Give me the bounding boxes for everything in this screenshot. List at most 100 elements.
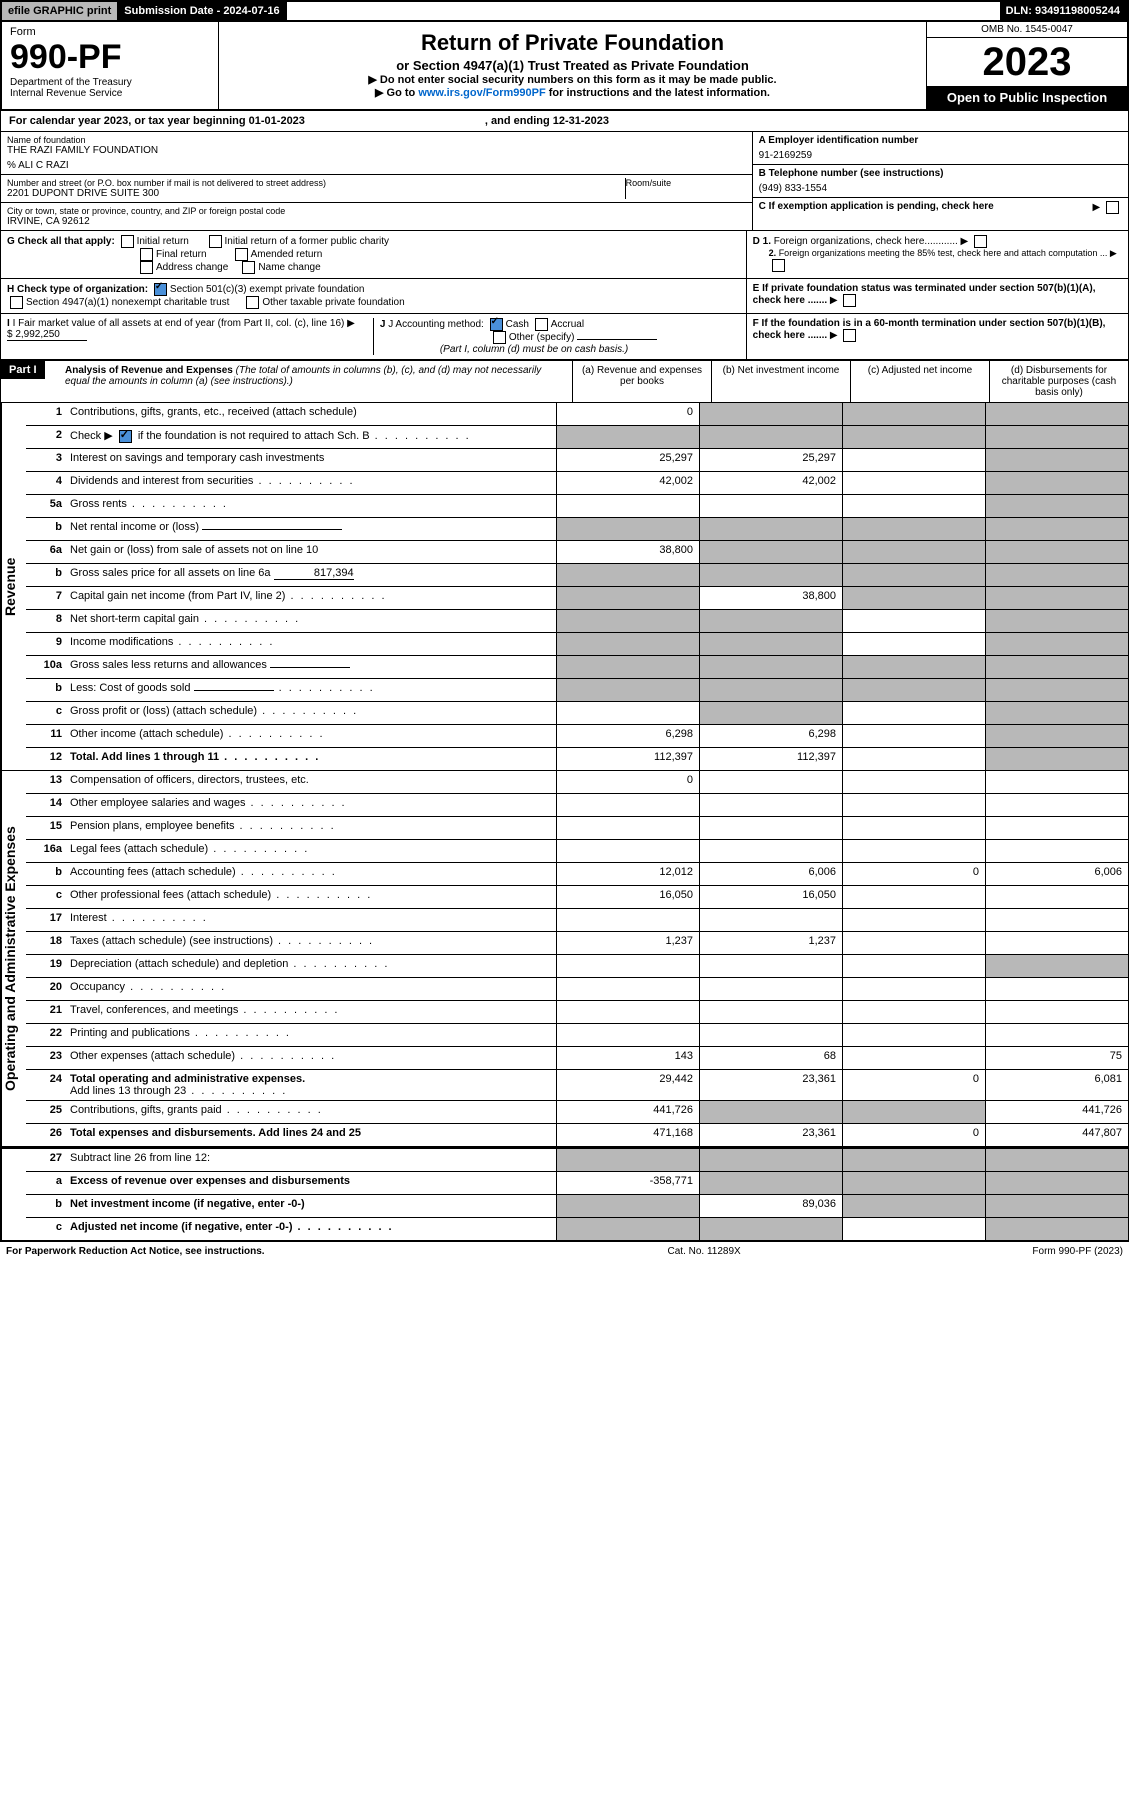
- line-20: Occupancy: [66, 978, 556, 1000]
- name-change-chk[interactable]: [242, 261, 255, 274]
- line-5b: Net rental income or (loss): [66, 518, 556, 540]
- j-accrual-chk[interactable]: [535, 318, 548, 331]
- line-16b: Accounting fees (attach schedule): [66, 863, 556, 885]
- line-10a: Gross sales less returns and allowances: [66, 656, 556, 678]
- d2-chk[interactable]: [772, 259, 785, 272]
- irs: Internal Revenue Service: [10, 88, 210, 99]
- line-25: Contributions, gifts, grants paid: [66, 1101, 556, 1123]
- section-g: G Check all that apply: Initial return I…: [0, 231, 1129, 279]
- line-9: Income modifications: [66, 633, 556, 655]
- footer-right: Form 990-PF (2023): [844, 1246, 1123, 1257]
- initial-former-chk[interactable]: [209, 235, 222, 248]
- form-number: 990-PF: [10, 38, 210, 77]
- expenses-label: Operating and Administrative Expenses: [1, 771, 26, 1146]
- part1-title: Analysis of Revenue and Expenses: [65, 365, 233, 376]
- form-title: Return of Private Foundation: [225, 30, 920, 56]
- d1: D 1. D 1. Foreign organizations, check h…: [753, 235, 1122, 248]
- f-chk[interactable]: [843, 329, 856, 342]
- expenses-section: Operating and Administrative Expenses 13…: [0, 771, 1129, 1147]
- col-a-head: (a) Revenue and expenses per books: [572, 361, 711, 402]
- h-501c3-chk[interactable]: [154, 283, 167, 296]
- line-10c: Gross profit or (loss) (attach schedule): [66, 702, 556, 724]
- j-note: (Part I, column (d) must be on cash basi…: [440, 344, 628, 355]
- line-19: Depreciation (attach schedule) and deple…: [66, 955, 556, 977]
- line-1: Contributions, gifts, grants, etc., rece…: [66, 403, 556, 425]
- foundation-name: THE RAZI FAMILY FOUNDATION: [7, 145, 746, 156]
- line-4: Dividends and interest from securities: [66, 472, 556, 494]
- line-6a: Net gain or (loss) from sale of assets n…: [66, 541, 556, 563]
- line-24: Total operating and administrative expen…: [66, 1070, 556, 1100]
- line-22: Printing and publications: [66, 1024, 556, 1046]
- line-6b: Gross sales price for all assets on line…: [66, 564, 556, 586]
- name-label: Name of foundation: [7, 135, 746, 145]
- g-label: G Check all that apply:: [7, 236, 115, 247]
- dept: Department of the Treasury: [10, 77, 210, 88]
- line-13: Compensation of officers, directors, tru…: [66, 771, 556, 793]
- line-27a: Excess of revenue over expenses and disb…: [66, 1172, 556, 1194]
- h-other-chk[interactable]: [246, 296, 259, 309]
- i-label: I Fair market value of all assets at end…: [13, 318, 345, 329]
- e-chk[interactable]: [843, 294, 856, 307]
- e-label: E If private foundation status was termi…: [753, 283, 1122, 307]
- line-12: Total. Add lines 1 through 11: [66, 748, 556, 770]
- c-label: C If exemption application is pending, c…: [759, 201, 994, 212]
- line-16c: Other professional fees (attach schedule…: [66, 886, 556, 908]
- omb-number: OMB No. 1545-0047: [927, 22, 1127, 38]
- line-5a: Gross rents: [66, 495, 556, 517]
- note-link: ▶ Go to www.irs.gov/Form990PF for instru…: [225, 86, 920, 99]
- line-18: Taxes (attach schedule) (see instruction…: [66, 932, 556, 954]
- city-state-zip: IRVINE, CA 92612: [7, 216, 746, 227]
- efile-button[interactable]: efile GRAPHIC print: [2, 2, 118, 20]
- line-11: Other income (attach schedule): [66, 725, 556, 747]
- j-cash-chk[interactable]: [490, 318, 503, 331]
- footer-left: For Paperwork Reduction Act Notice, see …: [6, 1246, 565, 1257]
- top-bar: efile GRAPHIC print Submission Date - 20…: [0, 0, 1129, 22]
- final-return-chk[interactable]: [140, 248, 153, 261]
- bottom-section: 27Subtract line 26 from line 12: aExcess…: [0, 1147, 1129, 1241]
- entity-info: Name of foundation THE RAZI FAMILY FOUND…: [0, 132, 1129, 231]
- ein: 91-2169259: [759, 146, 1122, 161]
- revenue-section: Revenue 1Contributions, gifts, grants, e…: [0, 403, 1129, 771]
- addr-change-chk[interactable]: [140, 261, 153, 274]
- revenue-label: Revenue: [1, 403, 26, 770]
- line-7: Capital gain net income (from Part IV, l…: [66, 587, 556, 609]
- irs-link[interactable]: www.irs.gov/Form990PF: [418, 87, 545, 99]
- section-h: H Check type of organization: Section 50…: [0, 279, 1129, 314]
- city-label: City or town, state or province, country…: [7, 206, 746, 216]
- note-ssn: ▶ Do not enter social security numbers o…: [225, 73, 920, 86]
- form-header: Form 990-PF Department of the Treasury I…: [0, 22, 1129, 111]
- line-27b: Net investment income (if negative, ente…: [66, 1195, 556, 1217]
- part1-header: Part I Analysis of Revenue and Expenses …: [0, 360, 1129, 403]
- open-public: Open to Public Inspection: [927, 86, 1127, 109]
- addr-label: Number and street (or P.O. box number if…: [7, 178, 625, 188]
- line-2: Check ▶ if the foundation is not require…: [66, 426, 556, 448]
- footer-center: Cat. No. 11289X: [565, 1246, 844, 1257]
- page-footer: For Paperwork Reduction Act Notice, see …: [0, 1241, 1129, 1261]
- amended-chk[interactable]: [235, 248, 248, 261]
- h-4947-chk[interactable]: [10, 296, 23, 309]
- tax-year: 2023: [927, 38, 1127, 86]
- line-17: Interest: [66, 909, 556, 931]
- form-subtitle: or Section 4947(a)(1) Trust Treated as P…: [225, 58, 920, 73]
- dln: DLN: 93491198005244: [1000, 2, 1127, 20]
- room-label: Room/suite: [626, 178, 746, 188]
- line-26: Total expenses and disbursements. Add li…: [66, 1124, 556, 1146]
- schb-chk[interactable]: [119, 430, 132, 443]
- col-d-head: (d) Disbursements for charitable purpose…: [989, 361, 1128, 402]
- col-b-head: (b) Net investment income: [711, 361, 850, 402]
- d2: 2. Foreign organizations meeting the 85%…: [753, 248, 1122, 272]
- line-8: Net short-term capital gain: [66, 610, 556, 632]
- c-checkbox[interactable]: [1106, 201, 1119, 214]
- j-other-chk[interactable]: [493, 331, 506, 344]
- phone-label: B Telephone number (see instructions): [759, 168, 1122, 179]
- form-label: Form: [10, 26, 210, 38]
- line-21: Travel, conferences, and meetings: [66, 1001, 556, 1023]
- initial-return-chk[interactable]: [121, 235, 134, 248]
- d1-chk[interactable]: [974, 235, 987, 248]
- line-10b: Less: Cost of goods sold: [66, 679, 556, 701]
- h-label: H Check type of organization:: [7, 284, 148, 295]
- line-23: Other expenses (attach schedule): [66, 1047, 556, 1069]
- part1-label: Part I: [1, 361, 45, 379]
- care-of: % ALI C RAZI: [7, 160, 746, 171]
- section-ij: I I Fair market value of all assets at e…: [0, 314, 1129, 360]
